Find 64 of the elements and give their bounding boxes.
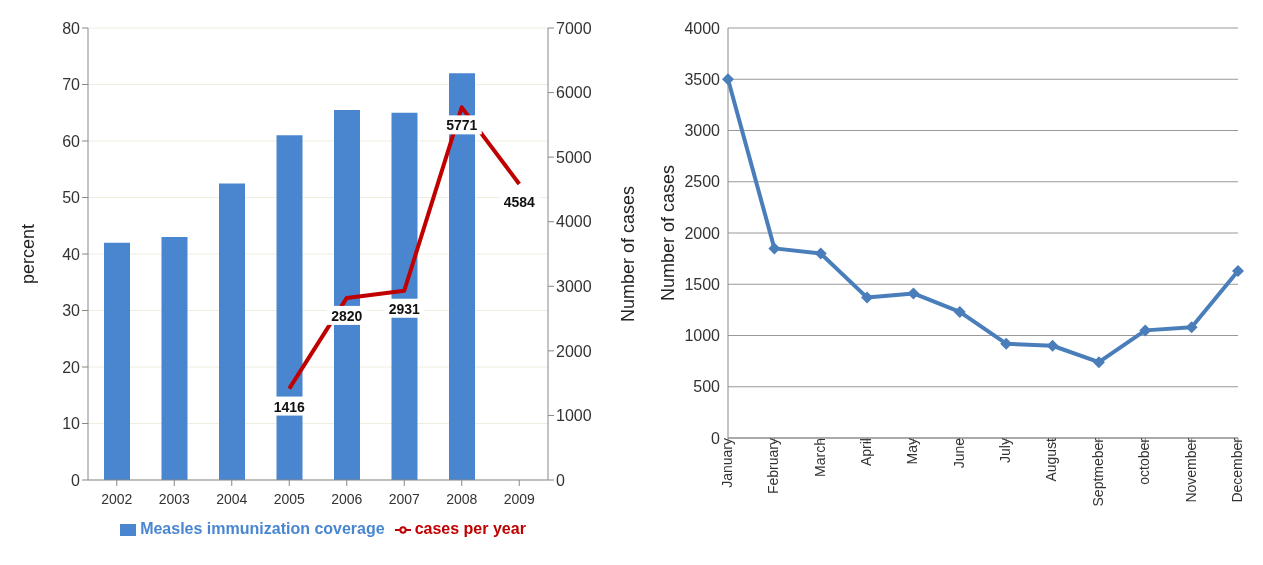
y-tick-label: 20 xyxy=(62,358,81,376)
x-tick-label: 2009 xyxy=(503,490,536,507)
y2-tick-label: 1000 xyxy=(556,407,592,425)
y-axis-title: Number of cases xyxy=(658,164,679,302)
data-label: 5771 xyxy=(446,117,478,134)
bar xyxy=(219,183,245,480)
x-tick-label: April xyxy=(858,438,875,467)
x-tick-label: November xyxy=(1182,437,1199,503)
y-tick-label: 70 xyxy=(62,76,81,94)
x-tick-label: January xyxy=(718,438,735,488)
y2-tick-label: 4000 xyxy=(556,213,592,231)
data-label: 2820 xyxy=(331,307,363,324)
data-label: 4584 xyxy=(503,194,536,210)
y-tick-label: 3500 xyxy=(684,70,721,88)
x-tick-label: 2004 xyxy=(216,490,248,507)
x-tick-label: February xyxy=(765,438,782,495)
x-tick-label: May xyxy=(904,438,921,465)
y-tick-label: 500 xyxy=(693,378,721,396)
y2-tick-label: 5000 xyxy=(556,148,592,166)
x-tick-label: 2003 xyxy=(158,490,191,507)
y-tick-label: 2500 xyxy=(684,173,721,191)
x-tick-label: March xyxy=(811,438,828,477)
y2-tick-label: 2000 xyxy=(556,342,592,360)
y-tick-label: 50 xyxy=(62,189,81,207)
y-tick-label: 1000 xyxy=(684,327,721,345)
y-tick-label: 0 xyxy=(71,471,81,489)
legend-label: Measles immunization coverage xyxy=(140,520,385,537)
y2-axis-title: Number of cases xyxy=(618,185,639,323)
data-label: 2931 xyxy=(388,300,421,317)
y2-tick-label: 6000 xyxy=(556,84,592,102)
point xyxy=(953,305,966,318)
y-tick-label: 4000 xyxy=(684,19,721,37)
legend-label: cases per year xyxy=(414,520,526,537)
x-tick-label: 2007 xyxy=(388,490,421,507)
x-tick-label: December xyxy=(1228,437,1245,503)
y2-tick-label: 3000 xyxy=(556,277,592,295)
y-tick-label: 2000 xyxy=(684,224,721,242)
y2-tick-label: 0 xyxy=(556,471,565,489)
y-tick-label: 60 xyxy=(62,132,81,150)
y-tick-label: 0 xyxy=(711,429,721,447)
y-tick-label: 10 xyxy=(62,415,81,433)
x-tick-label: 2005 xyxy=(273,490,306,507)
x-tick-label: 2006 xyxy=(331,490,363,507)
point xyxy=(1092,356,1105,369)
x-tick-label: 2002 xyxy=(101,490,133,507)
y-tick-label: 30 xyxy=(62,302,81,320)
x-tick-label: August xyxy=(1043,437,1060,482)
y-tick-label: 3000 xyxy=(684,122,721,140)
x-tick-label: June xyxy=(950,437,967,469)
y-tick-label: 1500 xyxy=(684,275,721,293)
point xyxy=(1232,264,1244,277)
x-tick-label: Septmeber xyxy=(1089,437,1106,507)
y-tick-label: 80 xyxy=(62,19,81,37)
y-tick-label: 40 xyxy=(62,245,81,263)
y2-tick-label: 7000 xyxy=(556,19,592,37)
x-tick-label: october xyxy=(1136,437,1153,485)
bar xyxy=(161,237,188,480)
point xyxy=(722,73,734,86)
y-axis-title: percent xyxy=(18,223,39,285)
x-tick-label: July xyxy=(997,438,1014,463)
bar xyxy=(276,135,303,480)
bar xyxy=(104,242,130,480)
data-label: 1416 xyxy=(273,398,306,415)
x-tick-label: 2008 xyxy=(446,490,478,507)
